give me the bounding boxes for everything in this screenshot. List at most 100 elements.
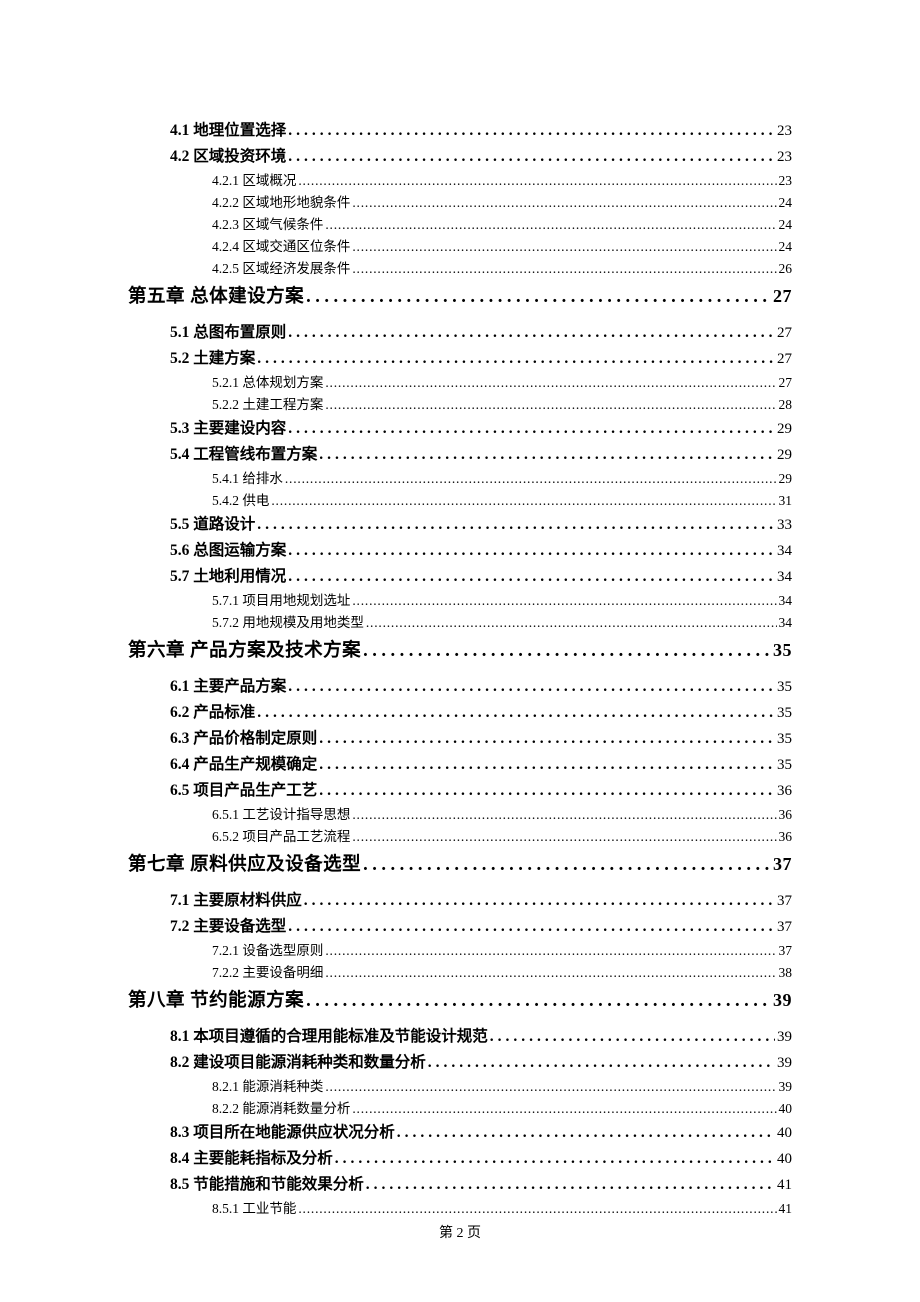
toc-leader-dots (352, 804, 776, 826)
toc-leader-dots (319, 442, 775, 468)
toc-leader-dots (271, 490, 776, 512)
toc-entry-level1: 第七章 原料供应及设备选型37 (128, 850, 792, 880)
toc-leader-dots (319, 726, 775, 752)
toc-entry-page: 36 (777, 778, 792, 804)
toc-entry-page: 34 (777, 564, 792, 590)
toc-entry-level2: 8.5 节能措施和节能效果分析41 (170, 1172, 792, 1198)
toc-leader-dots (325, 962, 776, 984)
toc-entry-label: 第六章 产品方案及技术方案 (128, 637, 361, 666)
toc-entry-level2: 4.2 区域投资环境23 (170, 144, 792, 170)
toc-leader-dots (298, 170, 776, 192)
toc-leader-dots (352, 1098, 776, 1120)
toc-leader-dots (325, 372, 776, 394)
toc-entry-page: 39 (777, 1050, 792, 1076)
toc-entry-label: 8.2.2 能源消耗数量分析 (212, 1098, 350, 1120)
toc-entry-page: 27 (777, 346, 792, 372)
toc-container: 4.1 地理位置选择234.2 区域投资环境234.2.1 区域概况234.2.… (0, 0, 920, 1220)
toc-leader-dots (325, 214, 776, 236)
toc-leader-dots (306, 283, 771, 312)
toc-entry-page: 33 (777, 512, 792, 538)
toc-entry-page: 34 (777, 538, 792, 564)
toc-entry-page: 29 (777, 416, 792, 442)
toc-entry-page: 39 (773, 986, 792, 1015)
toc-entry-label: 5.6 总图运输方案 (170, 538, 286, 564)
page-footer: 第 2 页 (0, 1222, 920, 1242)
toc-entry-page: 39 (777, 1024, 792, 1050)
toc-entry-level2: 5.3 主要建设内容 29 (170, 416, 792, 442)
toc-entry-label: 4.2.5 区域经济发展条件 (212, 258, 350, 280)
toc-entry-page: 28 (779, 394, 793, 416)
toc-entry-level2: 6.5 项目产品生产工艺 36 (170, 778, 792, 804)
toc-entry-page: 40 (777, 1146, 792, 1172)
toc-leader-dots (319, 752, 775, 778)
toc-entry-level2: 6.3 产品价格制定原则 35 (170, 726, 792, 752)
toc-entry-label: 8.2.1 能源消耗种类 (212, 1076, 323, 1098)
toc-leader-dots (298, 1198, 776, 1220)
toc-entry-page: 27 (779, 372, 793, 394)
toc-entry-page: 23 (777, 144, 792, 170)
toc-entry-page: 37 (779, 940, 793, 962)
toc-entry-level2: 7.1 主要原材料供应37 (170, 888, 792, 914)
toc-entry-page: 41 (777, 1172, 792, 1198)
toc-entry-label: 4.2.4 区域交通区位条件 (212, 236, 350, 258)
toc-leader-dots (288, 674, 775, 700)
toc-entry-label: 5.3 主要建设内容 (170, 416, 286, 442)
toc-entry-page: 37 (777, 914, 792, 940)
toc-entry-label: 5.4.1 给排水 (212, 468, 283, 490)
toc-entry-level1: 第八章 节约能源方案 39 (128, 986, 792, 1016)
toc-entry-label: 5.2 土建方案 (170, 346, 255, 372)
toc-leader-dots (288, 320, 775, 346)
toc-entry-page: 24 (779, 192, 793, 214)
toc-leader-dots (363, 637, 771, 666)
toc-entry-label: 5.4 工程管线布置方案 (170, 442, 317, 468)
toc-entry-label: 6.5.1 工艺设计指导思想 (212, 804, 350, 826)
toc-leader-dots (352, 258, 776, 280)
toc-entry-level1: 第六章 产品方案及技术方案 35 (128, 636, 792, 666)
toc-leader-dots (490, 1024, 775, 1050)
toc-entry-level1: 第五章 总体建设方案27 (128, 282, 792, 312)
toc-entry-page: 34 (779, 612, 793, 634)
toc-entry-level3: 7.2.2 主要设备明细38 (212, 962, 792, 984)
toc-leader-dots (352, 192, 776, 214)
toc-leader-dots (366, 612, 777, 634)
toc-entry-page: 24 (779, 236, 793, 258)
toc-entry-page: 26 (779, 258, 793, 280)
toc-entry-level3: 5.4.2 供电31 (212, 490, 792, 512)
toc-entry-page: 29 (777, 442, 792, 468)
toc-entry-level2: 5.1 总图布置原则27 (170, 320, 792, 346)
toc-leader-dots (288, 144, 775, 170)
toc-entry-level2: 8.3 项目所在地能源供应状况分析40 (170, 1120, 792, 1146)
toc-entry-page: 41 (779, 1198, 793, 1220)
toc-entry-level2: 4.1 地理位置选择23 (170, 118, 792, 144)
toc-leader-dots (285, 468, 777, 490)
toc-leader-dots (397, 1120, 775, 1146)
toc-entry-level3: 4.2.1 区域概况23 (212, 170, 792, 192)
toc-leader-dots (352, 236, 776, 258)
toc-entry-label: 6.3 产品价格制定原则 (170, 726, 317, 752)
toc-entry-page: 27 (777, 320, 792, 346)
toc-leader-dots (366, 1172, 775, 1198)
toc-entry-label: 4.2.2 区域地形地貌条件 (212, 192, 350, 214)
toc-entry-label: 6.2 产品标准 (170, 700, 255, 726)
toc-entry-label: 6.1 主要产品方案 (170, 674, 286, 700)
toc-entry-label: 4.2.3 区域气候条件 (212, 214, 323, 236)
toc-entry-level2: 5.7 土地利用情况34 (170, 564, 792, 590)
toc-entry-label: 5.4.2 供电 (212, 490, 269, 512)
toc-entry-page: 38 (779, 962, 793, 984)
toc-entry-label: 4.2.1 区域概况 (212, 170, 296, 192)
toc-entry-level3: 4.2.3 区域气候条件24 (212, 214, 792, 236)
toc-leader-dots (288, 564, 775, 590)
toc-entry-label: 第八章 节约能源方案 (128, 987, 304, 1016)
toc-entry-page: 35 (773, 636, 792, 665)
toc-entry-level3: 5.4.1 给排水29 (212, 468, 792, 490)
toc-entry-level3: 6.5.2 项目产品工艺流程36 (212, 826, 792, 848)
toc-entry-label: 7.1 主要原材料供应 (170, 888, 302, 914)
toc-entry-level2: 5.6 总图运输方案 34 (170, 538, 792, 564)
toc-leader-dots (306, 987, 771, 1016)
toc-entry-level2: 5.4 工程管线布置方案 29 (170, 442, 792, 468)
toc-entry-label: 7.2 主要设备选型 (170, 914, 286, 940)
toc-entry-page: 35 (777, 726, 792, 752)
toc-entry-level3: 8.2.2 能源消耗数量分析40 (212, 1098, 792, 1120)
toc-entry-level3: 5.2.2 土建工程方案28 (212, 394, 792, 416)
toc-entry-label: 6.5 项目产品生产工艺 (170, 778, 317, 804)
